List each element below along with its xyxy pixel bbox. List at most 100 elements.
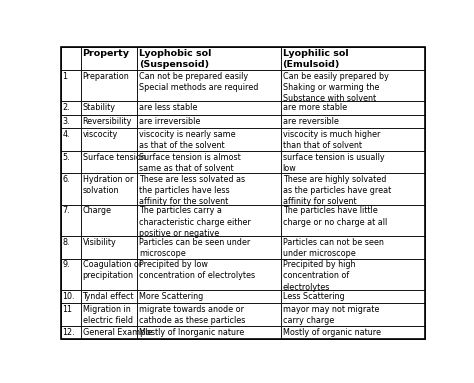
Bar	[281, 205, 425, 236]
Text: Property: Property	[82, 49, 129, 58]
Text: Preparation: Preparation	[82, 72, 129, 81]
Text: Reversibility: Reversibility	[82, 116, 132, 126]
Bar	[137, 151, 281, 173]
Text: 8.: 8.	[63, 238, 70, 247]
Bar	[81, 236, 137, 259]
Bar	[137, 128, 281, 151]
Text: 4.: 4.	[63, 130, 70, 139]
Bar	[81, 173, 137, 205]
Bar	[281, 303, 425, 326]
Bar	[81, 151, 137, 173]
Text: Mostly of organic nature: Mostly of organic nature	[283, 328, 381, 337]
Text: mayor may not migrate
carry charge: mayor may not migrate carry charge	[283, 305, 379, 325]
Text: 12.: 12.	[63, 328, 75, 337]
Bar	[281, 70, 425, 101]
Bar	[61, 115, 81, 128]
Text: viscocity is much higher
than that of solvent: viscocity is much higher than that of so…	[283, 130, 380, 150]
Text: 10.: 10.	[63, 292, 75, 301]
Bar	[281, 151, 425, 173]
Bar	[61, 303, 81, 326]
Text: 5.: 5.	[63, 152, 70, 162]
Text: These are highly solvated
as the particles have great
affinity for solvent: These are highly solvated as the particl…	[283, 175, 391, 206]
Bar	[281, 259, 425, 290]
Text: migrate towards anode or
cathode as these particles: migrate towards anode or cathode as thes…	[139, 305, 246, 325]
Text: Migration in
electric field: Migration in electric field	[82, 305, 133, 325]
Bar	[61, 290, 81, 303]
Bar	[81, 101, 137, 115]
Bar	[81, 326, 137, 339]
Bar	[61, 70, 81, 101]
Text: viscocity is nearly same
as that of the solvent: viscocity is nearly same as that of the …	[139, 130, 236, 150]
Bar	[281, 101, 425, 115]
Text: Lyophilic sol
(Emulsoid): Lyophilic sol (Emulsoid)	[283, 49, 348, 69]
Text: Precipited by high
concentration of
electrolytes: Precipited by high concentration of elec…	[283, 260, 355, 291]
Bar	[281, 47, 425, 70]
Bar	[281, 290, 425, 303]
Text: Coagulation or
precipitation: Coagulation or precipitation	[82, 260, 142, 280]
Bar	[137, 205, 281, 236]
Text: Tyndal effect: Tyndal effect	[82, 292, 134, 301]
Text: 7.: 7.	[63, 206, 70, 215]
Bar	[61, 173, 81, 205]
Bar	[61, 101, 81, 115]
Bar	[81, 47, 137, 70]
Text: Mostly of Inorganic nature: Mostly of Inorganic nature	[139, 328, 244, 337]
Bar	[61, 128, 81, 151]
Bar	[81, 259, 137, 290]
Bar	[81, 205, 137, 236]
Bar	[281, 115, 425, 128]
Text: 9.: 9.	[63, 260, 70, 269]
Text: The particles have little
charge or no charge at all: The particles have little charge or no c…	[283, 206, 387, 226]
Text: viscocity: viscocity	[82, 130, 118, 139]
Bar	[81, 290, 137, 303]
Text: Less Scattering: Less Scattering	[283, 292, 344, 301]
Text: surface tension is usually
low: surface tension is usually low	[283, 152, 384, 173]
Text: are more stable: are more stable	[283, 103, 346, 112]
Text: 11: 11	[63, 305, 73, 314]
Bar	[281, 128, 425, 151]
Bar	[81, 70, 137, 101]
Text: More Scattering: More Scattering	[139, 292, 203, 301]
Bar	[61, 151, 81, 173]
Text: Surface tension is almost
same as that of solvent: Surface tension is almost same as that o…	[139, 152, 241, 173]
Text: General Example: General Example	[82, 328, 152, 337]
Text: Stability: Stability	[82, 103, 116, 112]
Bar	[81, 303, 137, 326]
Text: The particles carry a
characteristic charge either
positive or negative: The particles carry a characteristic cha…	[139, 206, 251, 237]
Bar	[61, 326, 81, 339]
Bar	[137, 101, 281, 115]
Bar	[61, 47, 81, 70]
Bar	[137, 303, 281, 326]
Text: are irreversible: are irreversible	[139, 116, 201, 126]
Bar	[137, 236, 281, 259]
Bar	[81, 128, 137, 151]
Bar	[61, 236, 81, 259]
Bar	[281, 326, 425, 339]
Bar	[81, 115, 137, 128]
Text: 3.: 3.	[63, 116, 70, 126]
Text: Particles can not be seen
under microscope: Particles can not be seen under microsco…	[283, 238, 383, 258]
Text: 6.: 6.	[63, 175, 70, 184]
Text: Charge: Charge	[82, 206, 111, 215]
Text: Visibility: Visibility	[82, 238, 116, 247]
Text: Particles can be seen under
microscope: Particles can be seen under microscope	[139, 238, 250, 258]
Text: Can be easily prepared by
Shaking or warming the
Substance with solvent: Can be easily prepared by Shaking or war…	[283, 72, 389, 103]
Bar	[137, 47, 281, 70]
Text: 2.: 2.	[63, 103, 70, 112]
Text: These are less solvated as
the particles have less
affinity for the solvent: These are less solvated as the particles…	[139, 175, 245, 206]
Bar	[137, 259, 281, 290]
Bar	[137, 70, 281, 101]
Text: are reversible: are reversible	[283, 116, 338, 126]
Bar	[281, 173, 425, 205]
Bar	[137, 173, 281, 205]
Bar	[281, 236, 425, 259]
Text: Surface tension: Surface tension	[82, 152, 146, 162]
Bar	[137, 326, 281, 339]
Text: are less stable: are less stable	[139, 103, 197, 112]
Text: 1: 1	[63, 72, 68, 81]
Bar	[61, 205, 81, 236]
Bar	[137, 115, 281, 128]
Text: Lyophobic sol
(Suspensoid): Lyophobic sol (Suspensoid)	[139, 49, 211, 69]
Text: Hydration or
solvation: Hydration or solvation	[82, 175, 133, 195]
Text: Precipited by low
concentration of electrolytes: Precipited by low concentration of elect…	[139, 260, 255, 280]
